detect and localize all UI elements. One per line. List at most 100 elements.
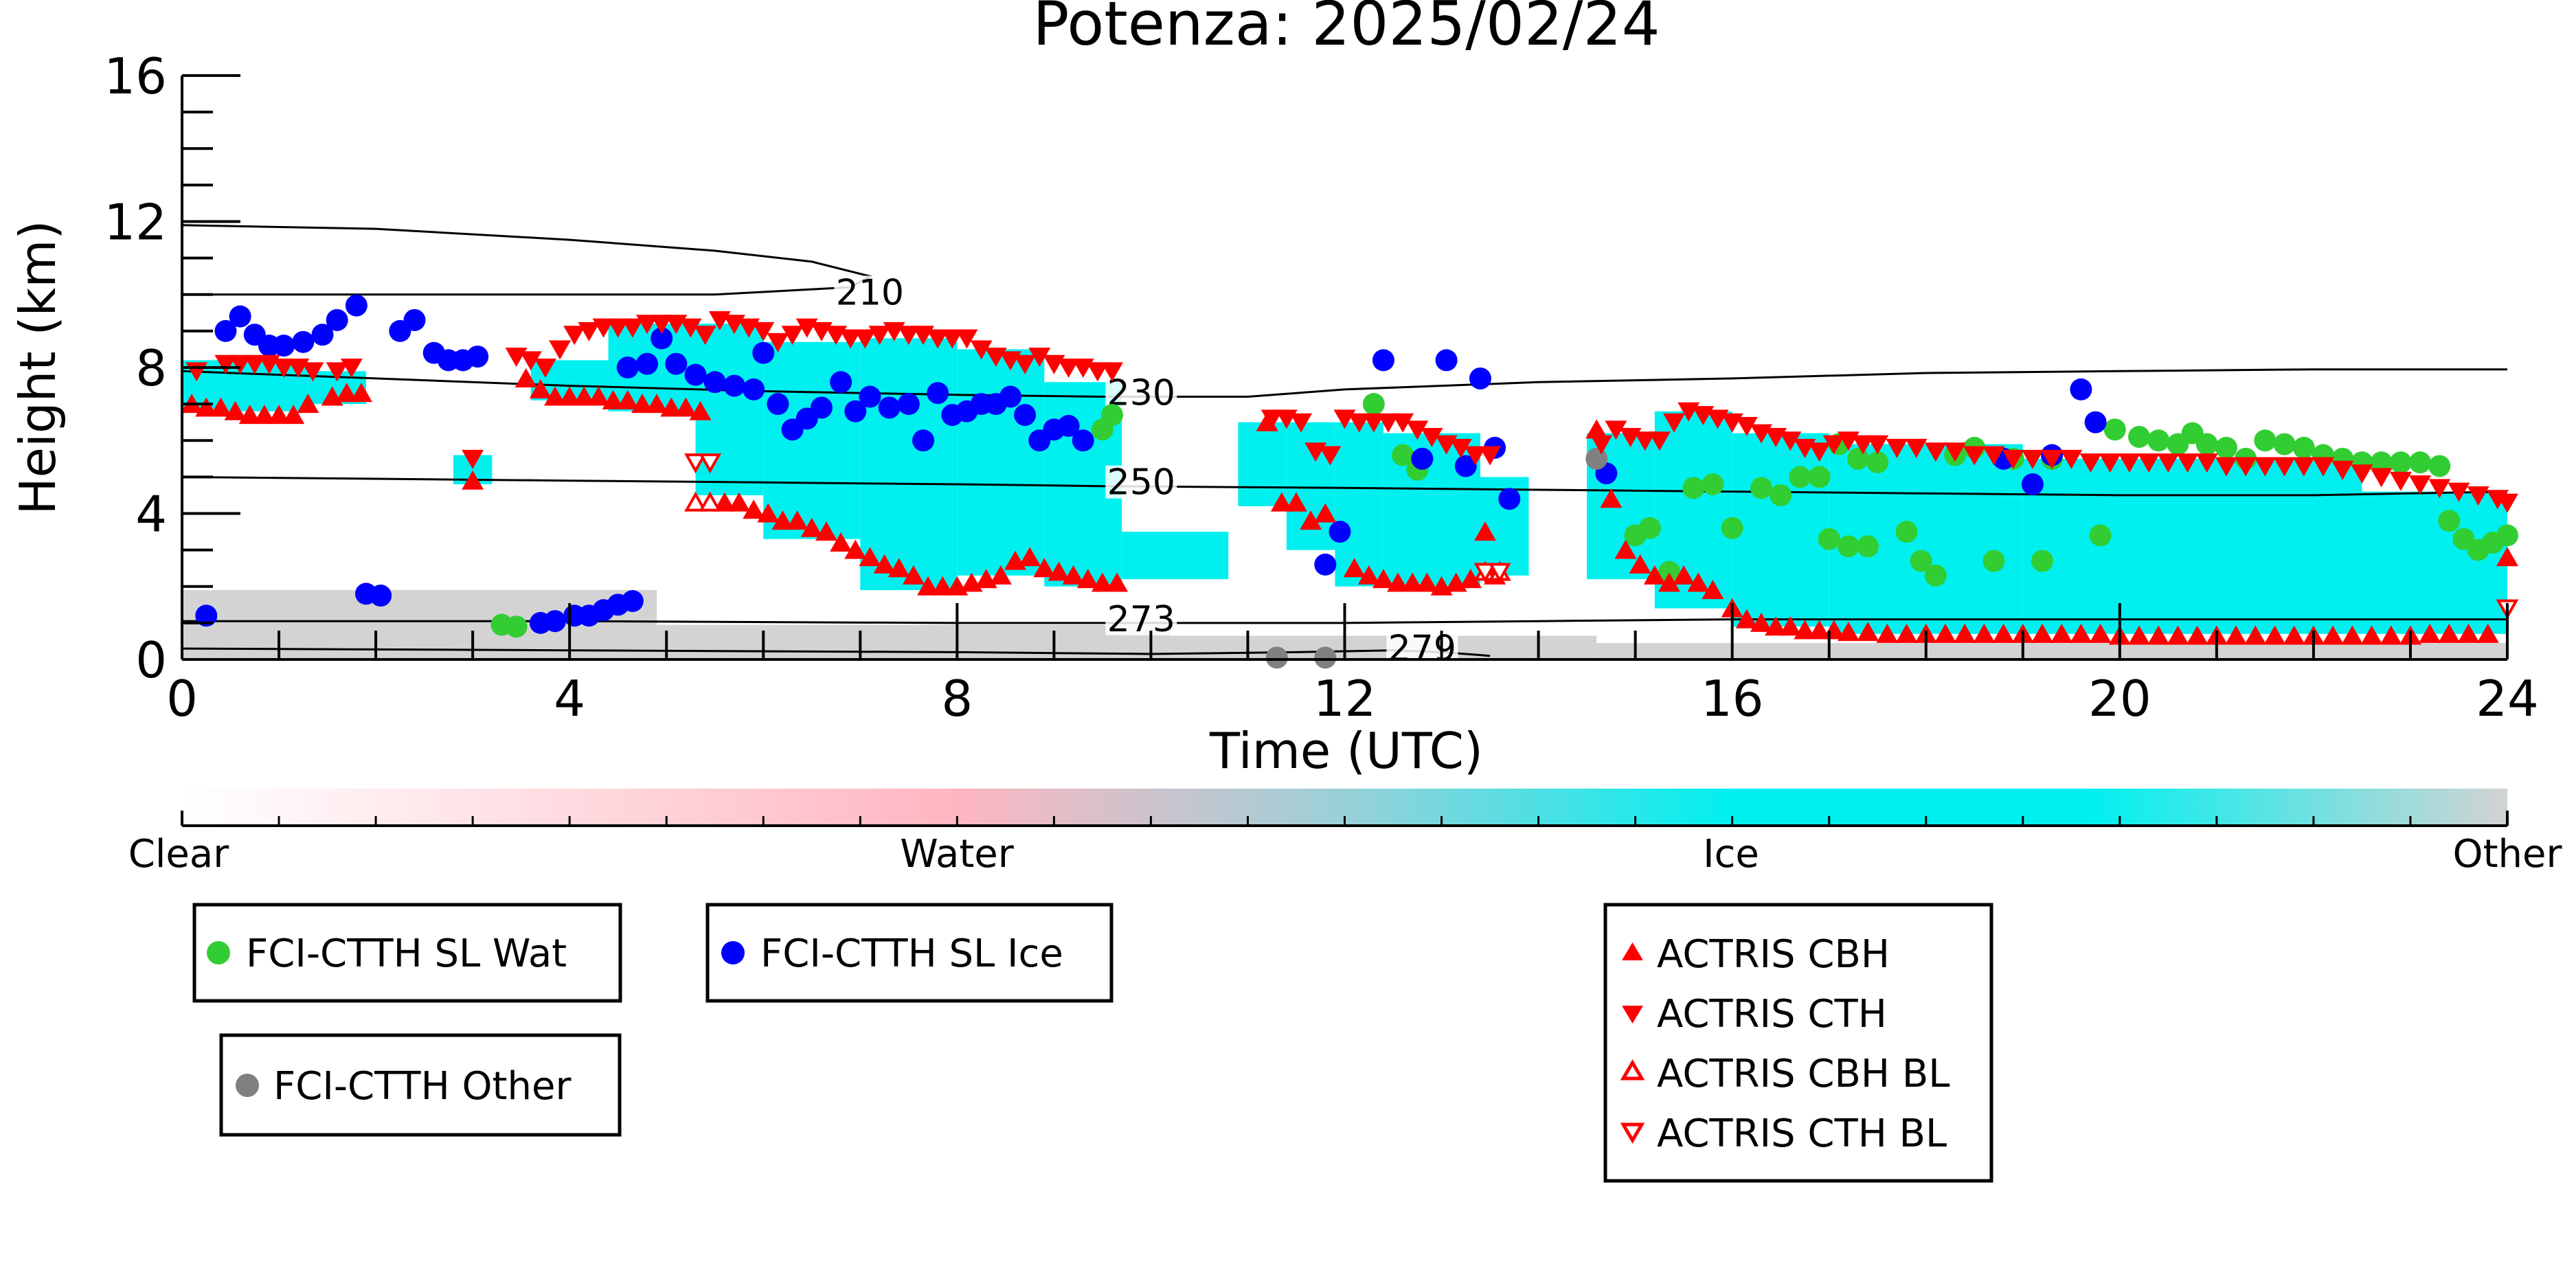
data-point-1-8 — [326, 308, 348, 331]
data-point-1-54 — [1072, 429, 1094, 452]
data-point-3-94 — [1973, 623, 1996, 643]
data-point-4-59 — [1348, 413, 1370, 433]
data-point-0-11 — [1702, 473, 1724, 495]
data-point-3-77 — [1687, 572, 1710, 592]
data-point-3-82 — [1765, 616, 1787, 636]
data-point-4-72 — [1634, 431, 1656, 451]
data-point-0-1 — [505, 615, 528, 638]
data-point-4-107 — [2235, 457, 2257, 477]
data-point-1-32 — [743, 378, 765, 400]
data-point-3-6 — [268, 405, 291, 425]
data-point-0-34 — [2128, 425, 2151, 448]
data-point-1-17 — [466, 346, 489, 368]
data-point-0-30 — [2031, 550, 2053, 572]
legend-actris: ACTRIS CBH ACTRIS CTH ACTRIS CBH BL ACTR… — [1603, 903, 1993, 1183]
data-point-4-24 — [694, 326, 716, 346]
data-point-4-103 — [2157, 453, 2180, 473]
data-point-4-49 — [1057, 359, 1080, 378]
data-point-3-78 — [1702, 580, 1724, 600]
y-tick-label-16: 16 — [104, 47, 167, 105]
data-point-3-112 — [2322, 625, 2345, 645]
data-point-3-24 — [675, 397, 697, 417]
data-point-3-97 — [2031, 623, 2053, 643]
data-point-4-108 — [2254, 457, 2276, 477]
data-point-3-88 — [1857, 622, 1879, 642]
data-point-1-30 — [703, 371, 726, 394]
legend-marker-cth-bl — [1620, 1122, 1645, 1144]
mask-ice-region-12 — [1286, 422, 1335, 550]
data-point-4-63 — [1406, 420, 1429, 440]
data-point-3-75 — [1658, 572, 1680, 592]
data-point-4-97 — [2041, 449, 2064, 469]
data-point-3-114 — [2360, 625, 2383, 645]
data-point-4-41 — [941, 329, 964, 349]
mask-ice-region-21 — [2362, 491, 2507, 634]
data-point-1-58 — [1411, 447, 1434, 470]
data-point-3-81 — [1750, 612, 1772, 632]
legend-label-cbh: ACTRIS CBH — [1657, 932, 1890, 977]
data-point-4-119 — [2467, 486, 2489, 506]
data-point-0-8 — [1638, 517, 1661, 539]
mask-ice-region-6 — [763, 341, 861, 539]
data-point-3-120 — [2476, 623, 2499, 643]
data-point-0-24 — [1910, 550, 1932, 572]
mask-ice-region-8 — [957, 349, 1045, 576]
data-point-4-68 — [1479, 446, 1502, 466]
data-point-1-7 — [311, 324, 334, 346]
data-point-3-90 — [1895, 623, 1918, 643]
data-point-3-16 — [558, 386, 581, 406]
data-point-4-15 — [563, 326, 586, 346]
series-fci-ctth-sl-ice — [195, 294, 2107, 634]
data-point-6-0 — [684, 453, 707, 474]
data-point-4-23 — [679, 318, 702, 338]
data-point-4-91 — [1924, 442, 1947, 462]
data-point-0-35 — [2147, 429, 2170, 452]
data-point-3-99 — [2070, 623, 2092, 643]
contour-label-279: 279 — [1388, 628, 1456, 669]
legend-label-cth-bl: ACTRIS CTH BL — [1657, 1111, 1947, 1156]
data-point-3-33 — [815, 521, 837, 541]
legend-marker-cth — [1622, 1006, 1643, 1024]
data-point-3-93 — [1954, 623, 1976, 643]
data-point-3-118 — [2438, 623, 2461, 643]
data-point-4-21 — [651, 315, 673, 335]
series-markers — [181, 294, 2519, 669]
data-point-4-40 — [927, 329, 949, 349]
data-point-1-19 — [544, 610, 567, 633]
data-point-3-95 — [1992, 623, 2015, 643]
data-point-6-3 — [1488, 563, 1511, 583]
data-point-3-31 — [786, 510, 809, 530]
data-point-4-89 — [1886, 438, 1908, 458]
legend-marker-wat — [207, 941, 230, 964]
data-point-3-55 — [1270, 492, 1293, 512]
y-tick-label-0: 0 — [135, 631, 167, 689]
data-point-3-63 — [1401, 572, 1424, 592]
data-point-4-114 — [2370, 468, 2393, 488]
x-tick-label-8: 8 — [941, 670, 973, 727]
data-point-1-24 — [621, 590, 644, 612]
series-fci-ctth-sl-wat — [490, 393, 2518, 638]
data-point-3-51 — [1076, 569, 1099, 589]
mask-ice-region-20 — [2022, 458, 2362, 634]
data-point-4-102 — [2138, 453, 2160, 473]
data-point-4-55 — [1290, 413, 1313, 433]
data-point-3-103 — [2147, 625, 2170, 645]
data-point-3-107 — [2225, 625, 2248, 645]
colorbar-label-water: Water — [900, 832, 1015, 877]
contour-line-210 — [181, 224, 873, 296]
data-point-4-18 — [607, 318, 629, 338]
data-point-3-27 — [727, 492, 750, 512]
colorbar: Clear Water Ice Other — [128, 789, 2562, 877]
data-point-3-83 — [1779, 616, 1802, 636]
data-point-3-64 — [1416, 572, 1438, 592]
data-point-3-84 — [1794, 620, 1816, 640]
data-point-4-112 — [2331, 460, 2354, 480]
x-tick-label-16: 16 — [1701, 670, 1764, 727]
data-point-1-43 — [912, 429, 934, 452]
x-tick-label-4: 4 — [554, 670, 585, 727]
mask-other-region-2 — [1170, 635, 1597, 659]
x-tick-label-20: 20 — [2088, 670, 2151, 727]
data-point-4-118 — [2448, 482, 2470, 502]
data-point-0-13 — [1750, 477, 1772, 499]
data-point-4-84 — [1808, 442, 1831, 462]
